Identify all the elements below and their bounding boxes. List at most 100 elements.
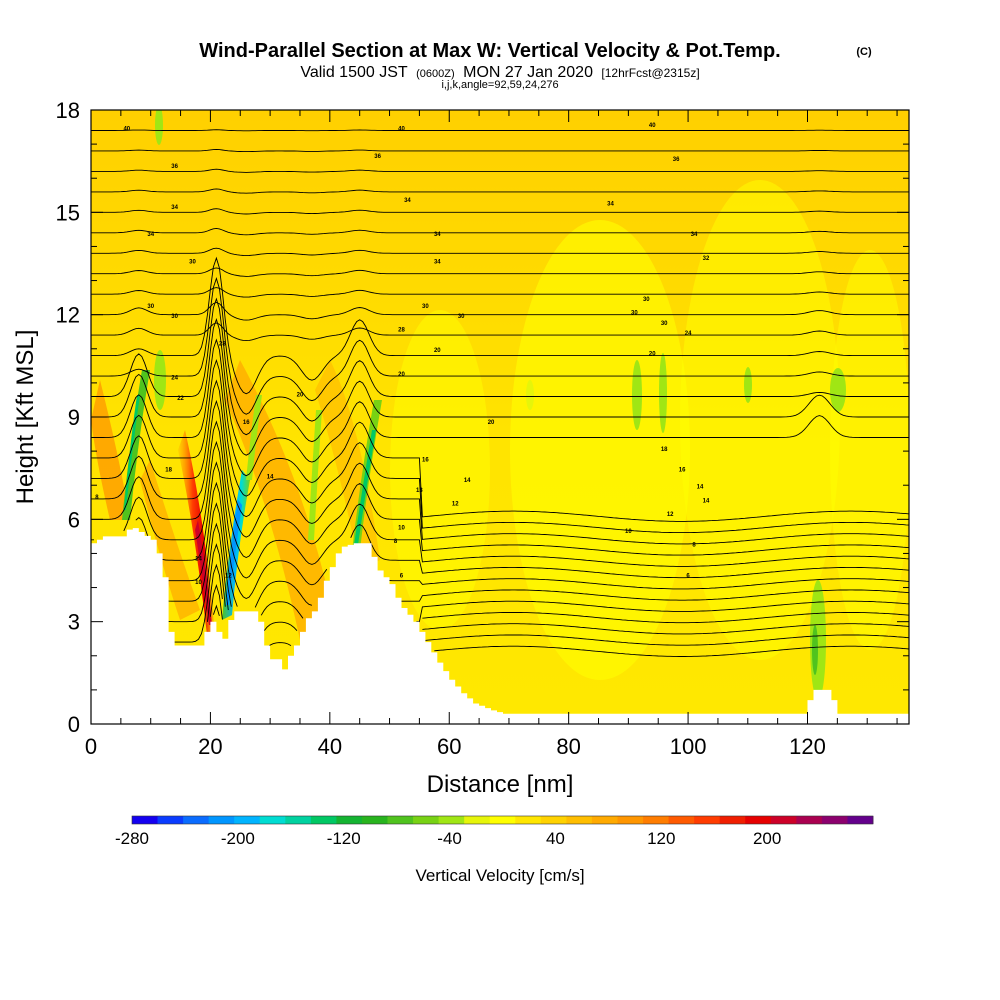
colorbar-tick-label: -200 bbox=[221, 829, 255, 848]
y-tick-label: 15 bbox=[56, 200, 80, 225]
colorbar bbox=[131, 815, 874, 825]
contour-label: 12 bbox=[225, 573, 232, 579]
x-tick-label: 60 bbox=[437, 734, 461, 759]
weak-sink-pocket bbox=[526, 380, 534, 410]
plot-area: 40 40 40 36 36 36 34 34 34 34 34 34 30 34 32 30 30 30 30 30… bbox=[91, 110, 909, 724]
contour-label: 40 bbox=[123, 126, 130, 132]
contour-label: 20 bbox=[488, 420, 495, 426]
subtitle-date: MON 27 Jan 2020 bbox=[463, 64, 593, 81]
colorbar-swatch bbox=[719, 816, 746, 824]
contour-label: 34 bbox=[147, 232, 154, 238]
theta-contour bbox=[91, 338, 909, 477]
colorbar-swatch bbox=[361, 816, 388, 824]
contour-label: 8 bbox=[394, 539, 398, 545]
weak-sink-pocket bbox=[744, 367, 752, 403]
sink-band bbox=[122, 370, 150, 520]
contour-label: 34 bbox=[434, 260, 441, 266]
colorbar-swatch bbox=[413, 816, 440, 824]
colorbar-swatch bbox=[566, 816, 593, 824]
contour-label: 16 bbox=[679, 468, 686, 474]
weak-sink-pocket bbox=[659, 353, 667, 433]
colorbar-swatch bbox=[387, 816, 414, 824]
terrain bbox=[91, 528, 909, 724]
colorbar-swatch bbox=[668, 816, 695, 824]
colorbar-swatch bbox=[259, 816, 286, 824]
sink-band bbox=[124, 395, 140, 510]
weak-lift-patch bbox=[680, 180, 840, 660]
colorbar-swatch bbox=[694, 816, 721, 824]
weak-sink-pocket bbox=[155, 110, 163, 145]
subtitle-forecast: [12hrFcst@2315z] bbox=[601, 66, 699, 80]
colorbar-swatch bbox=[208, 816, 235, 824]
x-axis-label: Distance [nm] bbox=[427, 771, 574, 798]
colorbar-swatch bbox=[643, 816, 669, 824]
contour-label: 30 bbox=[458, 314, 465, 320]
contour-label: 8 bbox=[692, 543, 696, 549]
contour-label: 10 bbox=[625, 529, 632, 535]
colorbar-swatch bbox=[132, 816, 158, 824]
lift-band bbox=[91, 380, 130, 520]
contour-label: 10 bbox=[195, 580, 202, 586]
theta-contour bbox=[168, 522, 909, 632]
contour-label: 10 bbox=[398, 526, 405, 532]
colorbar-tick-label: 120 bbox=[647, 829, 675, 848]
contour-label: 22 bbox=[177, 396, 184, 402]
contour-label: 14 bbox=[267, 474, 274, 480]
theta-contour bbox=[91, 277, 909, 415]
y-axis-label: Height [Kft MSL] bbox=[12, 330, 39, 505]
colorbar-tick-labels: -280 -200 -120 -40 40 120 200 bbox=[115, 829, 781, 848]
colorbar-swatch bbox=[515, 816, 542, 824]
colorbar-swatch bbox=[821, 816, 848, 824]
theta-contour bbox=[165, 502, 909, 619]
theta-contours bbox=[91, 129, 909, 657]
theta-contour bbox=[165, 481, 909, 608]
theta-contour bbox=[174, 543, 909, 648]
colorbar-swatch bbox=[847, 816, 874, 824]
contour-label: 30 bbox=[631, 311, 638, 317]
sink-band bbox=[354, 430, 376, 545]
theta-contour bbox=[91, 399, 909, 545]
theta-contour bbox=[209, 584, 909, 646]
colorbar-label: Vertical Velocity [cm/s] bbox=[415, 866, 584, 885]
contour-label: 34 bbox=[691, 232, 698, 238]
theta-contour bbox=[91, 302, 909, 321]
x-tick-label: 20 bbox=[198, 734, 222, 759]
contour-label: 36 bbox=[171, 164, 178, 170]
contour-label: 24 bbox=[171, 375, 178, 381]
colorbar-swatch bbox=[438, 816, 465, 824]
weak-sink-pocket bbox=[830, 368, 846, 412]
chart-subtitle: Valid 1500 JST (0600Z) MON 27 Jan 2020 [… bbox=[300, 64, 699, 81]
y-tick-label: 6 bbox=[68, 507, 80, 532]
contour-label: 6 bbox=[686, 573, 690, 579]
x-tick-label: 40 bbox=[318, 734, 342, 759]
colorbar-swatch bbox=[770, 816, 797, 824]
contour-label: 14 bbox=[697, 485, 704, 491]
contour-label: 16 bbox=[422, 457, 429, 463]
theta-contour bbox=[91, 322, 909, 342]
contour-label: 30 bbox=[422, 304, 429, 310]
theta-contour bbox=[91, 149, 909, 153]
y-tick-label: 3 bbox=[68, 610, 80, 635]
theta-contour bbox=[91, 256, 909, 395]
contour-label: 28 bbox=[219, 341, 226, 347]
colorbar-swatch bbox=[183, 816, 210, 824]
contour-label: 28 bbox=[398, 328, 405, 334]
x-tick-label: 120 bbox=[789, 734, 826, 759]
chart-title: Wind-Parallel Section at Max W: Vertical… bbox=[199, 40, 780, 62]
y-tick-label: 9 bbox=[68, 405, 80, 430]
contour-label: 40 bbox=[398, 126, 405, 132]
weak-sink-pocket bbox=[812, 625, 818, 675]
contour-label: 16 bbox=[243, 420, 250, 426]
contour-label: 34 bbox=[434, 232, 441, 238]
chart-title-mark: (C) bbox=[856, 46, 872, 58]
colorbar-swatch bbox=[617, 816, 644, 824]
colorbar-swatch bbox=[157, 816, 184, 824]
contour-label: 30 bbox=[171, 314, 178, 320]
contour-label: 20 bbox=[649, 352, 656, 358]
weak-sink-pocket bbox=[632, 360, 642, 430]
weak-lift-patch bbox=[390, 310, 490, 630]
contour-label: 20 bbox=[398, 372, 405, 378]
contour-label: 30 bbox=[147, 304, 154, 310]
